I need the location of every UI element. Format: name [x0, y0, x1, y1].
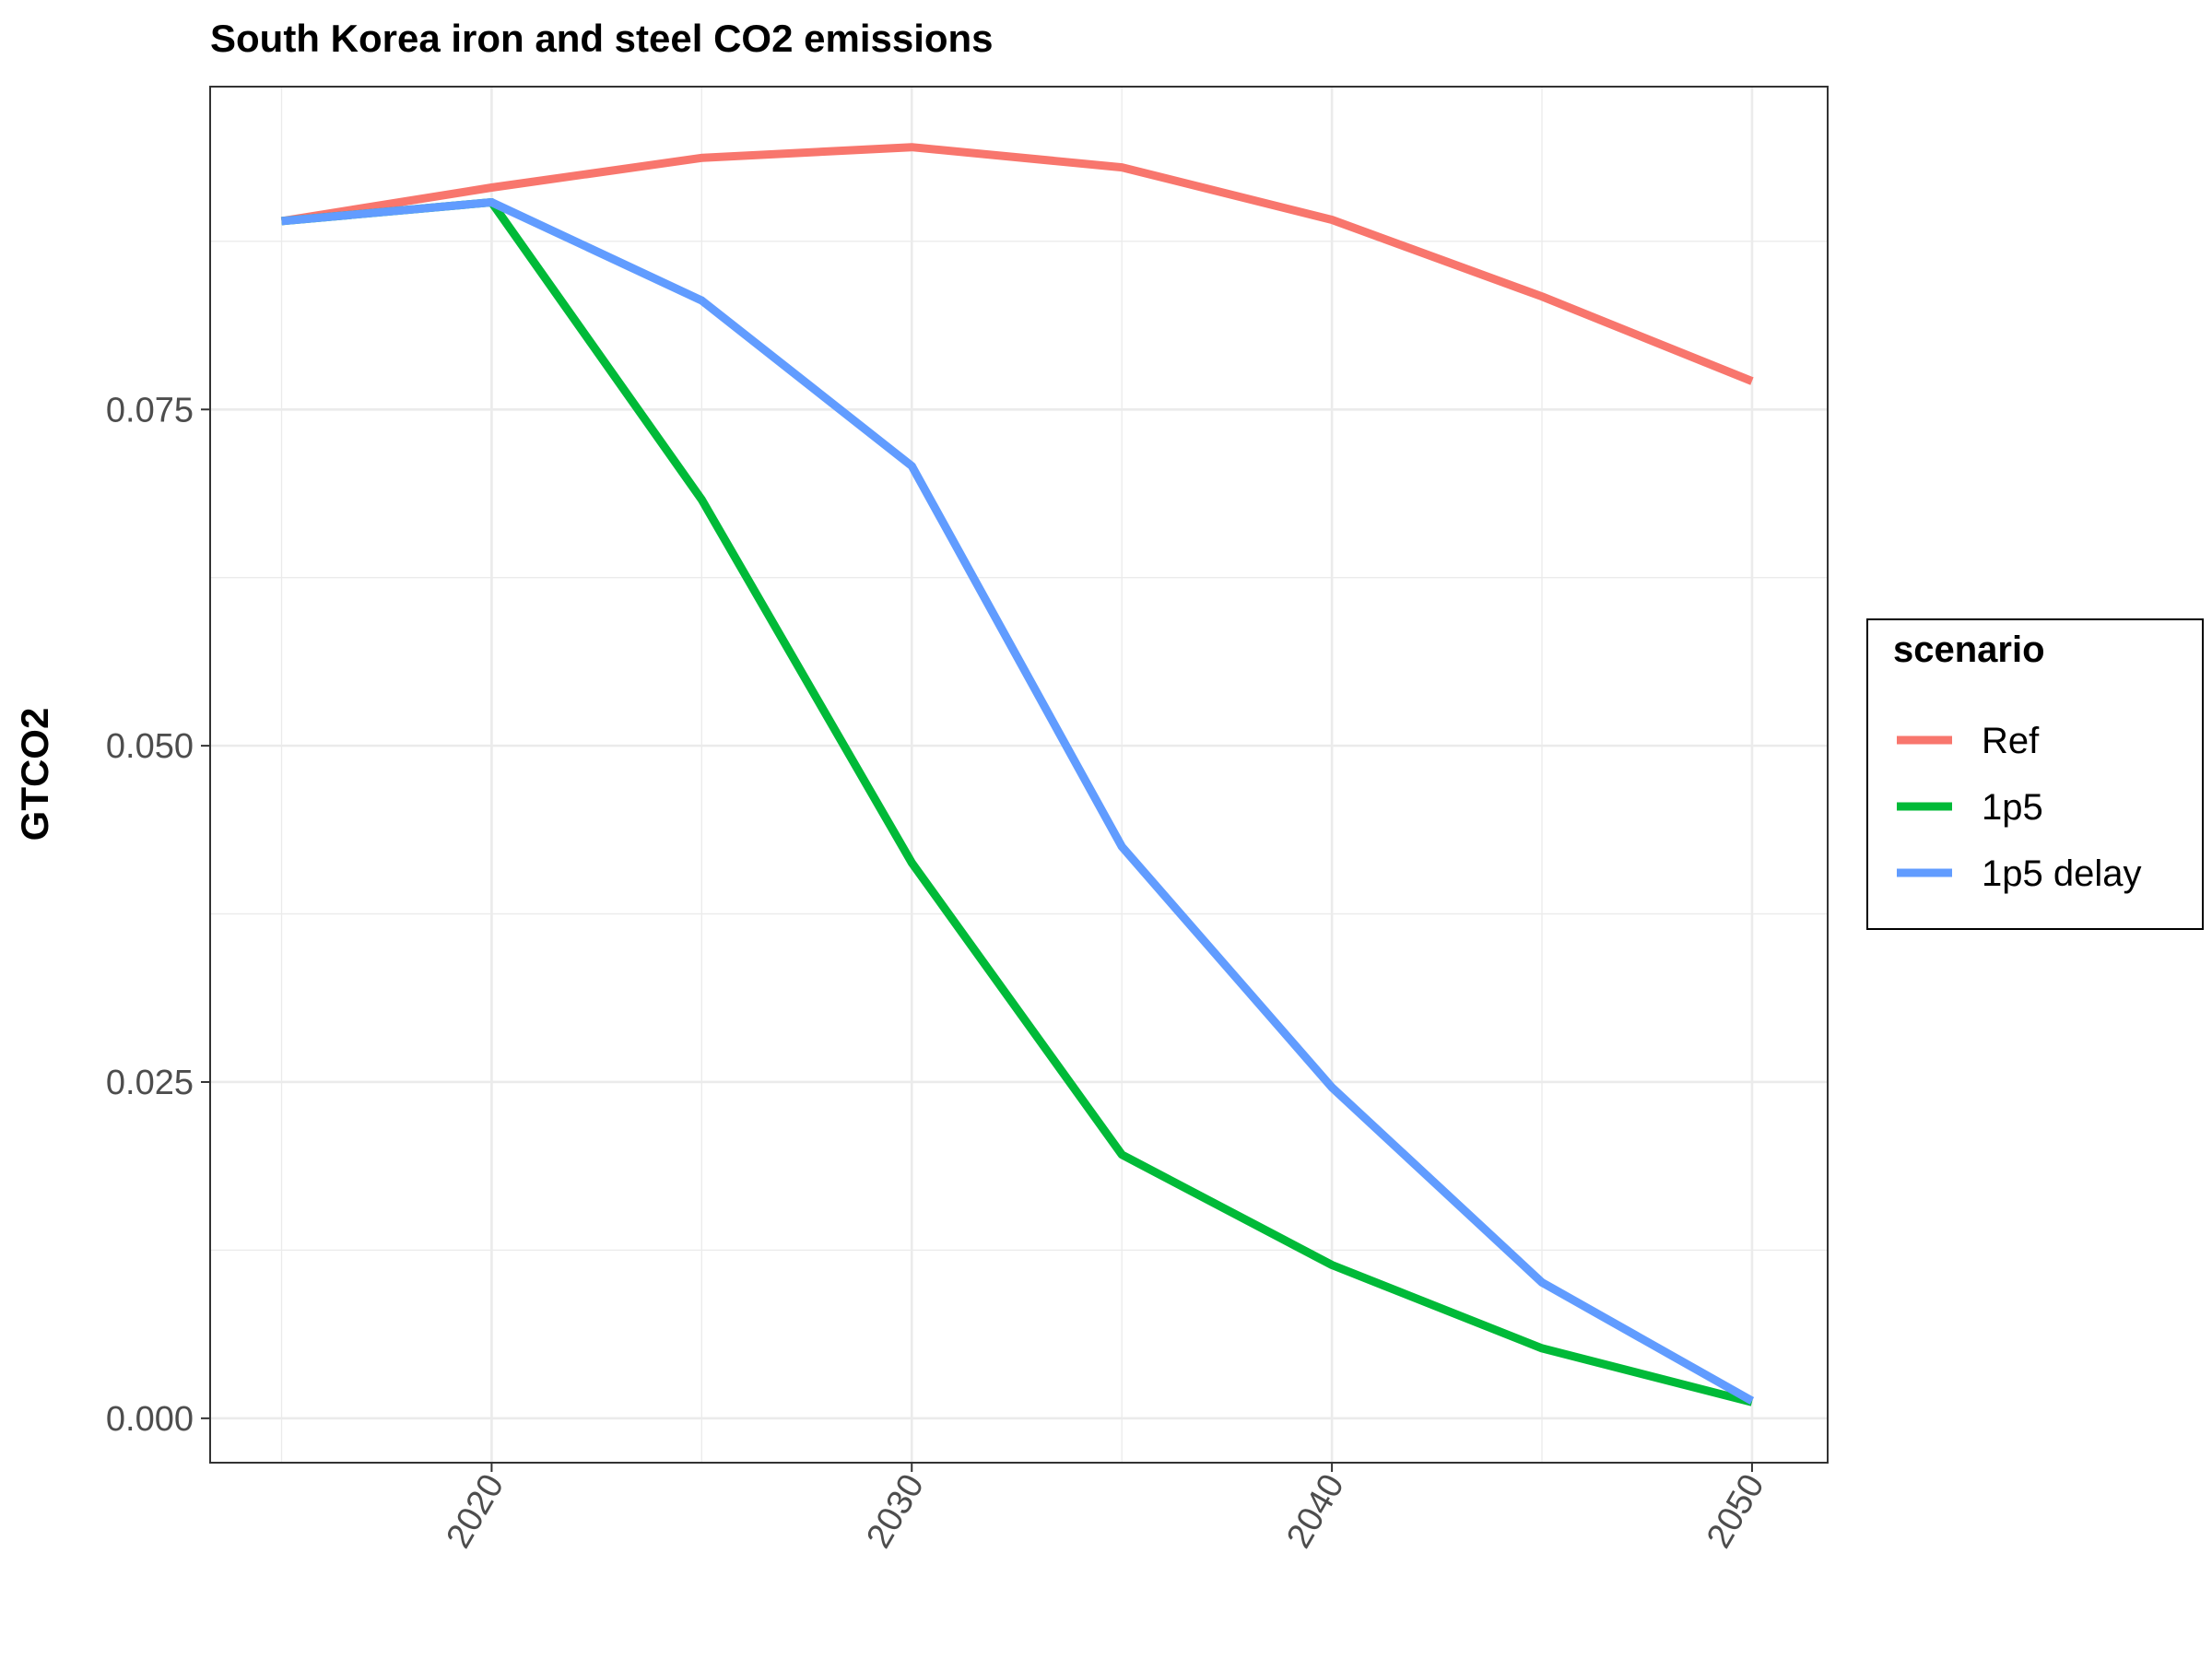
chart-title: South Korea iron and steel CO2 emissions [210, 17, 994, 60]
y-tick-label: 0.025 [106, 1064, 194, 1102]
series-line-1p5 [281, 198, 1754, 1406]
x-tick-label: 2030 [859, 1468, 932, 1555]
y-axis-label: GTCO2 [13, 708, 56, 841]
x-axis: 2020 2030 2040 2050 [440, 1463, 1772, 1555]
x-tick-label: 2040 [1279, 1468, 1352, 1555]
legend-label: 1p5 [1982, 787, 2043, 828]
legend-label: 1p5 delay [1982, 853, 2141, 894]
y-tick-label: 0.075 [106, 391, 194, 429]
series-line-ref [280, 143, 1754, 385]
y-axis: 0.000 0.025 0.050 0.075 [106, 391, 210, 1439]
series-line-1p5-delay [281, 198, 1755, 1405]
legend-box [1866, 618, 2204, 930]
legend-title: scenario [1893, 629, 2045, 670]
x-tick-label: 2020 [440, 1468, 512, 1555]
x-tick-label: 2050 [1700, 1468, 1772, 1555]
y-tick-label: 0.000 [106, 1400, 194, 1439]
y-tick-label: 0.050 [106, 727, 194, 766]
legend: scenario Ref 1p5 1p5 delay [1866, 618, 2204, 930]
plot-panel-border [209, 86, 1829, 1464]
legend-items: Ref 1p5 1p5 delay [1897, 721, 2141, 894]
series-lines [280, 143, 1755, 1406]
legend-label: Ref [1982, 721, 2040, 761]
grid [210, 87, 1828, 1463]
